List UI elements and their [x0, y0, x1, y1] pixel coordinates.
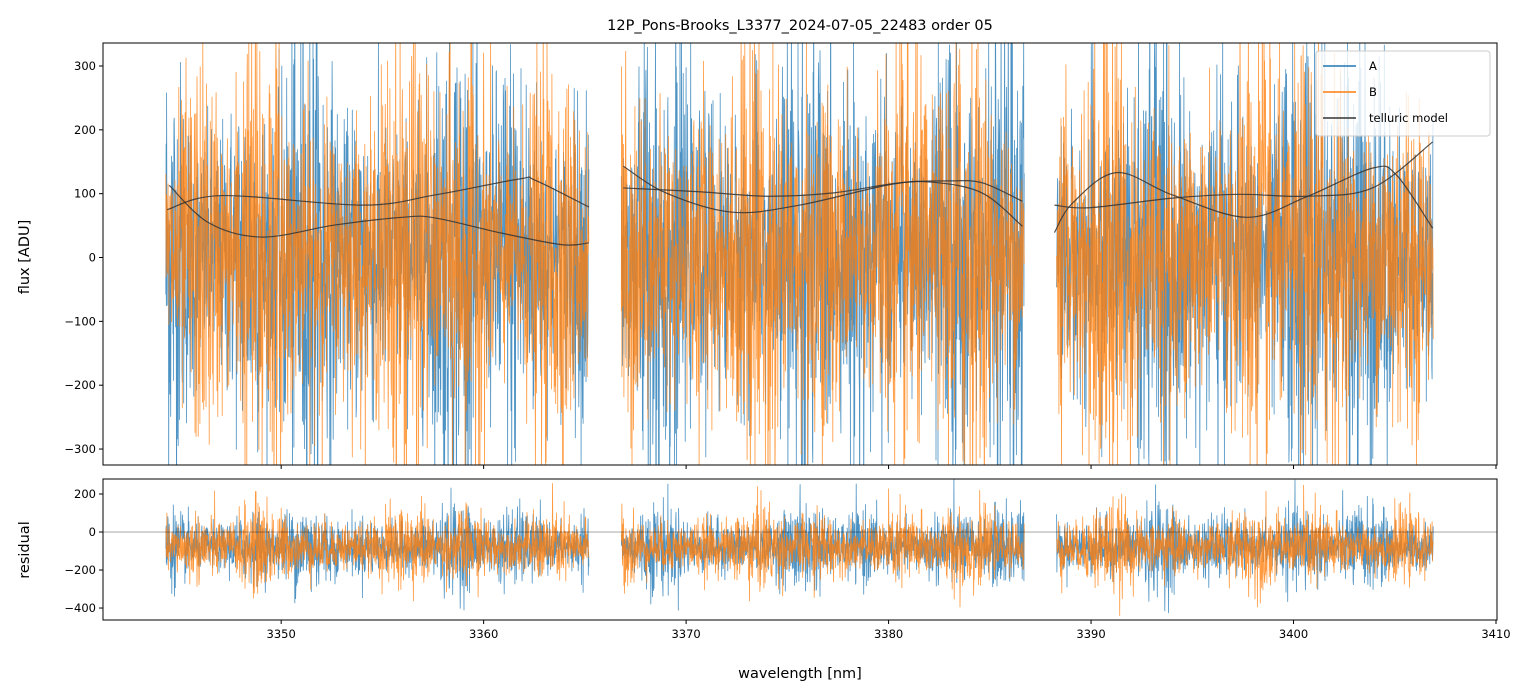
y-tick-label: 200 [74, 123, 96, 137]
telluric-model-line [1054, 141, 1433, 209]
legend-label-a: A [1369, 59, 1377, 73]
x-tick-label: 3410 [1481, 627, 1510, 641]
chart-title: 12P_Pons-Brooks_L3377_2024-07-05_22483 o… [607, 18, 993, 34]
y-tick-label: −200 [64, 563, 96, 577]
legend-label-b: B [1369, 85, 1377, 99]
y-axis-label-flux: flux [ADU] [17, 220, 33, 295]
residual-b-line [620, 486, 1025, 608]
residual-b-line [1056, 484, 1434, 616]
x-tick-label: 3350 [267, 627, 296, 641]
legend-label-model: telluric model [1369, 111, 1448, 125]
residual-axes-frame [102, 478, 1498, 621]
series-b-line [1056, 43, 1434, 465]
telluric-model-line [1053, 165, 1434, 233]
x-tick-label: 3380 [874, 627, 903, 641]
legend: A B telluric model [1315, 50, 1491, 137]
y-tick-label: −300 [64, 442, 96, 456]
telluric-model-line [167, 176, 590, 211]
x-tick-label: 3360 [469, 627, 498, 641]
residual-plot-area [103, 479, 1497, 616]
telluric-model-line [168, 184, 589, 246]
axes: −300 −200 −100 0 100 200 300 −400 −200 0 200 3350 33… [64, 42, 1511, 641]
y-tick-label: 200 [74, 487, 96, 501]
y-tick-label: −400 [64, 601, 96, 615]
flux-axes-frame [102, 42, 1498, 466]
x-tick-label: 3390 [1076, 627, 1105, 641]
y-tick-label: 0 [89, 525, 96, 539]
x-tick-label: 3400 [1279, 627, 1308, 641]
y-tick-label: −100 [64, 314, 96, 328]
telluric-model-line [623, 165, 1023, 227]
x-axis-label: wavelength [nm] [738, 666, 862, 682]
residual-b-line [165, 483, 590, 602]
series-b-line [165, 43, 590, 465]
y-axis-label-residual: residual [17, 521, 33, 578]
y-tick-label: −200 [64, 378, 96, 392]
telluric-model-line [623, 179, 1023, 202]
flux-plot-area [165, 43, 1434, 465]
y-tick-label: 100 [74, 187, 96, 201]
y-tick-label: 0 [89, 251, 96, 265]
x-tick-label: 3370 [671, 627, 700, 641]
y-tick-label: 300 [74, 59, 96, 73]
